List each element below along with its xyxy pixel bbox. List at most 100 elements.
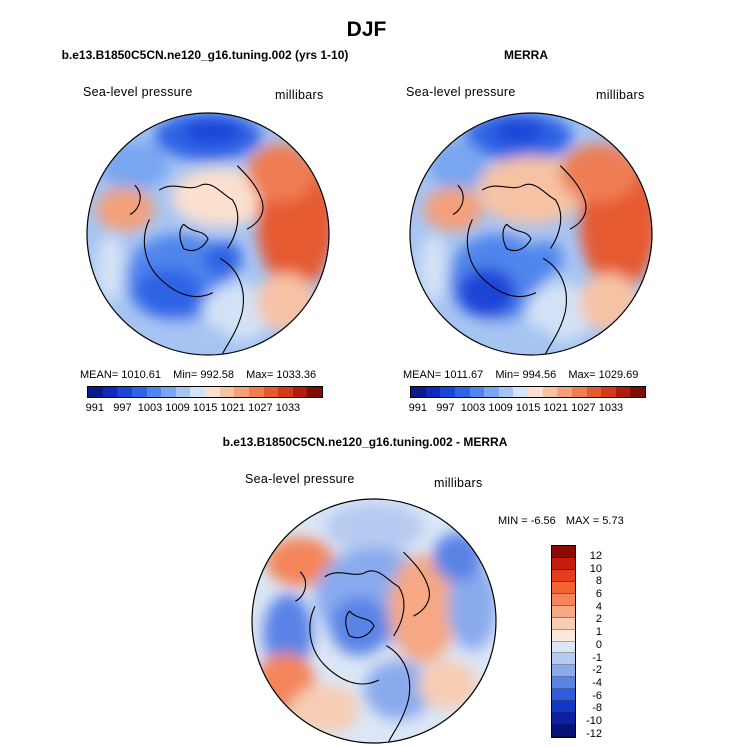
panel2-colorbar-swatch <box>440 387 455 397</box>
pressure-contour-region <box>134 268 204 317</box>
coastline <box>466 219 537 297</box>
panel1-variable-label: Sea-level pressure <box>83 85 193 99</box>
panel1-colorbar-swatch <box>131 387 147 397</box>
pressure-contour-region <box>265 537 335 587</box>
map-boundary <box>86 112 330 356</box>
colorbar-tick-label: 8 <box>595 575 602 588</box>
panel2-colorbar-swatch <box>411 387 426 397</box>
panel2-variable-label: Sea-level pressure <box>406 85 516 99</box>
coastline <box>219 257 244 354</box>
panel3-units-label: millibars <box>434 476 483 490</box>
panel2-colorbar-swatch <box>425 387 441 397</box>
pressure-contour-region <box>457 268 517 317</box>
coastline <box>179 223 209 252</box>
colorbar-tick-label: -10 <box>586 714 602 727</box>
panel3-colorbar-swatch <box>552 629 575 642</box>
pressure-contour-region <box>560 143 639 203</box>
pressure-contour-region <box>263 593 313 673</box>
pressure-contour-region <box>428 141 488 191</box>
panel2-colorbar-swatch <box>513 387 528 397</box>
pressure-contour-region <box>203 241 243 276</box>
coastline <box>386 645 411 742</box>
panel2-title: MERRA <box>504 48 548 62</box>
colorbar-tick-label: 1027 <box>571 402 596 414</box>
coastline <box>559 165 587 230</box>
panel3-colorbar-labels: 12 10 8 6 4 2 1 0 -1 -2 -4 -6 -8 -10 -12 <box>580 550 602 740</box>
colorbar-tick-label: -2 <box>592 664 602 677</box>
colorbar-tick-label: -4 <box>592 676 602 689</box>
colorbar-tick-label: 1009 <box>488 402 513 414</box>
panel1-colorbar-swatch <box>205 387 220 397</box>
panel1-colorbar-swatch <box>117 387 132 397</box>
pressure-contour-region <box>329 596 389 656</box>
coastline <box>129 184 141 215</box>
colorbar-tick-label: 991 <box>408 402 427 414</box>
panel1-colorbar-swatch <box>234 387 249 397</box>
panel3-colorbar-swatch <box>552 725 575 737</box>
pressure-contour-region <box>183 119 243 144</box>
page-title: DJF <box>346 18 387 41</box>
colorbar-tick-label: 1033 <box>275 402 301 414</box>
pressure-contour-region <box>95 187 155 232</box>
panel1-colorbar-swatch <box>146 387 162 397</box>
panel1-colorbar-swatch <box>292 387 308 397</box>
coastline <box>158 183 239 249</box>
pressure-contour-region <box>256 273 316 332</box>
pressure-contour-region <box>418 660 478 710</box>
panel2-colorbar-swatch <box>571 387 587 397</box>
colorbar-tick-label: -6 <box>592 689 602 702</box>
map-boundary <box>251 498 497 744</box>
panel2-colorbar-labels: 991 997 1003 1009 1015 1021 1027 1033 <box>404 402 625 414</box>
panel3-colorbar-swatch <box>552 701 575 714</box>
colorbar-tick-label: 1015 <box>192 402 218 414</box>
panel3-polar-map <box>251 498 497 744</box>
coastline <box>295 571 307 602</box>
panel3-colorbar <box>551 545 576 738</box>
panel3-colorbar-swatch <box>552 593 575 606</box>
panel1-polar-map <box>86 112 330 356</box>
colorbar-tick-label: 1021 <box>220 402 245 414</box>
pressure-contour-region <box>171 168 269 227</box>
panel1-colorbar-swatch <box>175 387 191 397</box>
coastline <box>324 570 405 637</box>
pressure-contour-region <box>418 234 449 303</box>
panel3-colorbar-swatch <box>552 617 575 630</box>
panel3-colorbar-swatch <box>552 557 575 570</box>
panel2-colorbar <box>410 386 646 398</box>
panel1-colorbar-swatch <box>307 387 322 397</box>
colorbar-tick-label: 2 <box>595 613 602 626</box>
colorbar-tick-label: 1003 <box>137 402 163 414</box>
colorbar-tick-label: -8 <box>592 702 602 715</box>
pressure-contour-region <box>494 119 544 144</box>
panel1-colorbar-swatch <box>248 387 264 397</box>
colorbar-tick-label: 991 <box>85 402 104 414</box>
panel2-max: Max= 1029.69 <box>568 369 639 381</box>
panel3-colorbar-swatch <box>552 569 575 582</box>
coastline <box>542 257 567 354</box>
colorbar-tick-label: 1015 <box>515 402 541 414</box>
coastline <box>236 165 264 230</box>
panel1-colorbar-swatch <box>278 387 293 397</box>
panel1-colorbar-swatch <box>88 387 103 397</box>
coastline <box>452 184 464 215</box>
panel1-units-label: millibars <box>275 88 324 102</box>
panel1-mean: MEAN= 1010.61 <box>80 369 162 381</box>
panel3-colorbar-swatch <box>552 677 575 690</box>
colorbar-tick-label: 10 <box>589 562 602 575</box>
panel1-colorbar-swatch <box>219 387 235 397</box>
pressure-contour-region <box>95 234 126 303</box>
pressure-contour-region <box>203 282 272 342</box>
panel2-min: Min= 994.56 <box>495 369 557 381</box>
coastline <box>481 183 562 249</box>
panel3-min: MIN = -6.56 <box>498 515 556 527</box>
panel2-colorbar-swatch <box>498 387 514 397</box>
pressure-contour-region <box>433 532 483 582</box>
panel2-colorbar-swatch <box>542 387 558 397</box>
coastline <box>345 610 375 639</box>
pressure-contour-region <box>579 273 639 332</box>
panel3-colorbar-swatch <box>552 546 575 558</box>
colorbar-tick-label: 1027 <box>248 402 273 414</box>
panel3-colorbar-swatch <box>552 665 575 678</box>
pressure-contour-region <box>477 155 585 225</box>
panel2-colorbar-swatch <box>615 387 631 397</box>
